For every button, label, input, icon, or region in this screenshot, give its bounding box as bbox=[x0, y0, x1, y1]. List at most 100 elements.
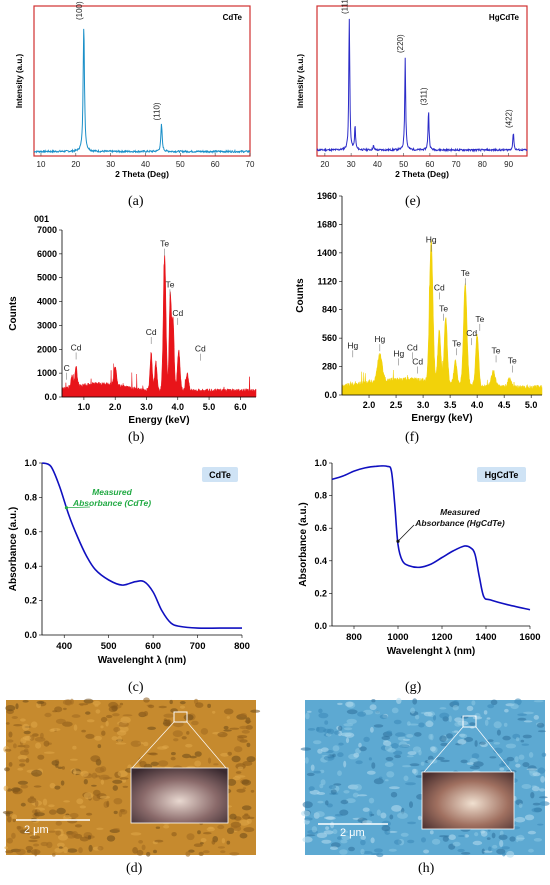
micrograph-grain bbox=[226, 840, 231, 845]
micrograph-grain bbox=[474, 832, 479, 837]
micrograph-grain bbox=[61, 766, 65, 770]
micrograph-grain bbox=[423, 849, 430, 854]
y-tick-label: 840 bbox=[322, 305, 337, 315]
micrograph-grain bbox=[353, 752, 360, 758]
micrograph-grain bbox=[533, 838, 543, 842]
micrograph-grain bbox=[454, 717, 463, 723]
micrograph-grain bbox=[90, 755, 101, 762]
micrograph-grain bbox=[531, 807, 542, 813]
micrograph-grain bbox=[466, 762, 474, 765]
micrograph-grain bbox=[362, 807, 370, 812]
micrograph-grain bbox=[408, 723, 419, 726]
micrograph-grain bbox=[407, 821, 417, 825]
micrograph-grain bbox=[320, 747, 329, 752]
x-tick-label: 4.0 bbox=[471, 400, 484, 410]
micrograph-grain bbox=[370, 853, 380, 855]
micrograph-grain bbox=[307, 728, 316, 731]
micrograph-grain bbox=[505, 743, 517, 749]
micrograph-grain bbox=[509, 836, 516, 842]
micrograph-grain bbox=[539, 788, 546, 792]
micrograph-grain bbox=[474, 740, 478, 747]
x-axis-label: Wavelenght λ (nm) bbox=[387, 646, 476, 657]
x-tick-label: 1.0 bbox=[78, 402, 91, 412]
micrograph-grain bbox=[316, 832, 328, 838]
micrograph-grain bbox=[57, 834, 69, 841]
micrograph-grain bbox=[541, 752, 547, 757]
micrograph-grain bbox=[25, 845, 33, 851]
micrograph-grain bbox=[2, 810, 14, 815]
micrograph-grain bbox=[186, 731, 190, 735]
y-tick-label: 0.0 bbox=[314, 621, 327, 631]
micrograph-grain bbox=[162, 745, 169, 749]
micrograph-grain bbox=[452, 705, 459, 711]
x-tick-label: 500 bbox=[101, 641, 117, 652]
micrograph-grain bbox=[515, 835, 519, 843]
micrograph-grain bbox=[352, 792, 359, 798]
micrograph-grain bbox=[370, 726, 374, 733]
micrograph-grain bbox=[469, 765, 481, 770]
micrograph-grain bbox=[427, 720, 432, 724]
y-tick-label: 0.0 bbox=[44, 392, 57, 402]
micrograph-grain bbox=[373, 724, 384, 728]
micrograph-grain bbox=[395, 732, 406, 737]
micrograph-grain bbox=[231, 755, 241, 763]
micrograph-grain bbox=[239, 725, 250, 730]
y-tick-label: 0.8 bbox=[24, 492, 37, 502]
micrograph-grain bbox=[122, 714, 133, 717]
micrograph-grain bbox=[486, 837, 491, 840]
micrograph-grain bbox=[391, 805, 402, 812]
element-label: Te bbox=[475, 314, 484, 324]
micrograph-grain bbox=[532, 802, 541, 806]
micrograph-grain bbox=[213, 763, 219, 766]
micrograph-grain bbox=[11, 787, 21, 793]
micrograph-grain bbox=[457, 848, 465, 853]
micrograph-grain bbox=[244, 720, 252, 723]
micrograph-grain bbox=[472, 840, 483, 846]
micrograph-grain bbox=[386, 771, 395, 778]
element-label: Cd bbox=[146, 327, 157, 337]
micrograph-grain bbox=[484, 719, 489, 726]
x-tick-label: 10 bbox=[37, 160, 46, 169]
micrograph-grain bbox=[223, 725, 229, 730]
micrograph-grain bbox=[381, 735, 391, 741]
micrograph-grain bbox=[489, 756, 497, 759]
micrograph-grain bbox=[11, 716, 18, 719]
x-tick-label: 4.0 bbox=[172, 402, 185, 412]
micrograph-grain bbox=[439, 712, 450, 719]
micrograph-grain bbox=[13, 790, 19, 794]
micrograph-grain bbox=[528, 752, 534, 758]
caption-h: (h) bbox=[418, 861, 435, 876]
zoom-region-box bbox=[173, 711, 188, 723]
sample-badge-label: HgCdTe bbox=[485, 470, 519, 480]
micrograph-grain bbox=[429, 830, 434, 835]
micrograph-grain bbox=[523, 720, 533, 723]
micrograph-grain bbox=[17, 767, 24, 771]
micrograph-grain bbox=[423, 711, 433, 717]
micrograph-grain bbox=[341, 732, 352, 736]
micrograph-grain bbox=[359, 746, 367, 752]
micrograph-grain bbox=[43, 740, 50, 747]
micrograph-grain bbox=[182, 753, 191, 759]
micrograph-grain bbox=[147, 726, 157, 730]
micrograph-grain bbox=[440, 742, 449, 747]
micrograph-grain bbox=[486, 717, 491, 720]
micrograph-grain bbox=[528, 769, 536, 774]
micrograph-grain bbox=[536, 722, 545, 728]
micrograph-grain bbox=[324, 720, 329, 725]
micrograph-grain bbox=[451, 730, 458, 733]
x-tick-label: 70 bbox=[246, 160, 255, 169]
micrograph-grain bbox=[94, 735, 102, 741]
micrograph-grain bbox=[48, 804, 55, 808]
micrograph-grain bbox=[461, 852, 471, 855]
micrograph-grain bbox=[4, 748, 12, 752]
micrograph-grain bbox=[310, 764, 315, 771]
micrograph-grain bbox=[323, 830, 334, 835]
peak-label: (422) bbox=[504, 109, 513, 128]
micrograph-grain bbox=[206, 827, 215, 832]
element-label: Cd bbox=[466, 328, 477, 338]
micrograph-grain bbox=[25, 758, 30, 763]
micrograph-grain bbox=[412, 768, 417, 774]
micrograph-grain bbox=[460, 759, 468, 764]
micrograph-grain bbox=[91, 784, 97, 787]
micrograph-grain bbox=[430, 746, 436, 752]
